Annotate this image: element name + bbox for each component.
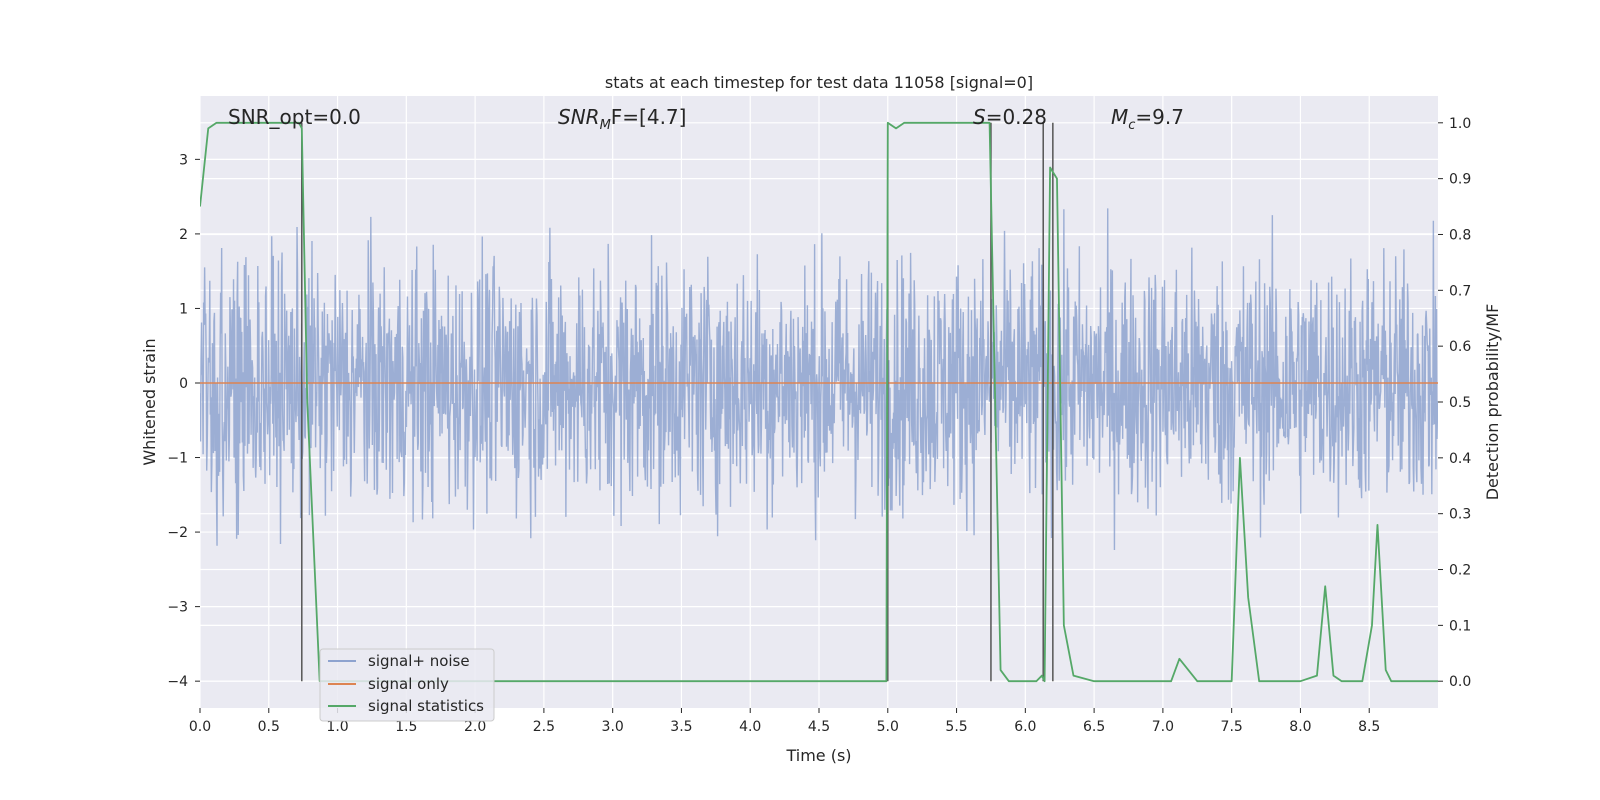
x-tick-label: 0.5	[258, 719, 280, 735]
x-tick-label: 2.0	[464, 719, 486, 735]
y2-tick-label: 0.2	[1449, 563, 1471, 579]
annotation-snr-opt: SNR_opt=0.0	[228, 105, 361, 129]
annotation-mc-base: M	[1111, 105, 1128, 129]
x-tick-label: 4.5	[808, 719, 830, 735]
y2-tick-label: 0.7	[1449, 283, 1471, 299]
y2-tick-label: 0.8	[1449, 227, 1471, 243]
y2-axis-label: Detection probability/MF	[1483, 304, 1502, 501]
x-tick-label: 4.0	[739, 719, 761, 735]
x-axis-label: Time (s)	[785, 746, 851, 765]
y2-tick-label: 0.5	[1449, 395, 1471, 411]
chart-title: stats at each timestep for test data 110…	[605, 73, 1033, 92]
x-tick-label: 5.5	[945, 719, 967, 735]
annotation-mc-value: =9.7	[1135, 105, 1184, 129]
y-tick-label: 2	[179, 227, 188, 243]
x-tick-label: 6.5	[1083, 719, 1105, 735]
legend-label-signal-statistics: signal statistics	[368, 697, 484, 715]
x-tick-label: 3.5	[670, 719, 692, 735]
x-tick-label: 0.0	[189, 719, 211, 735]
y2-tick-label: 0.0	[1449, 674, 1471, 690]
y2-tick-label: 1.0	[1449, 116, 1471, 132]
x-tick-label: 3.0	[602, 719, 624, 735]
x-tick-label: 1.5	[395, 719, 417, 735]
x-axis-ticks: 0.0 0.5 1.0 1.5 2.0 2.5 3.0 3.5 4.0 4.5 5.0 5.5 6.0 6…	[189, 708, 1380, 735]
annotation-snr-mf-sub: M	[600, 118, 611, 133]
x-tick-label: 8.0	[1289, 719, 1311, 735]
y-axis-ticks: 3 2 1 0 −1 −2 −3 −4	[167, 152, 200, 690]
annotation-s-symbol: S	[973, 105, 986, 129]
signal-noise-line	[200, 208, 1438, 551]
y2-tick-label: 0.6	[1449, 339, 1471, 355]
legend: signal+ noise signal only signal statist…	[319, 648, 495, 722]
y2-tick-label: 0.3	[1449, 507, 1471, 523]
x-tick-label: 1.0	[326, 719, 348, 735]
annotation-mc: Mc=9.7	[1111, 105, 1184, 133]
y-tick-label: 3	[179, 152, 188, 168]
x-tick-label: 8.5	[1358, 719, 1380, 735]
y-tick-label: −1	[167, 451, 188, 467]
x-tick-label: 7.5	[1221, 719, 1243, 735]
annotation-snr-mf-base: SNR	[558, 105, 600, 129]
legend-box	[319, 648, 495, 722]
x-tick-label: 2.5	[533, 719, 555, 735]
legend-label-signal-noise: signal+ noise	[368, 652, 470, 670]
annotation-snr-mf-rest: F=[4.7]	[611, 105, 687, 129]
x-tick-label: 7.0	[1152, 719, 1174, 735]
annotation-snr-mf: SNRMF=[4.7]	[558, 105, 686, 133]
annotation-s-value: =0.28	[986, 105, 1047, 129]
x-tick-label: 6.0	[1014, 719, 1036, 735]
y-tick-label: 1	[179, 301, 188, 317]
y2-tick-label: 0.9	[1449, 172, 1471, 188]
vertical-markers	[301, 122, 1054, 682]
y-tick-label: −3	[167, 600, 188, 616]
y2-axis-ticks: 1.0 0.9 0.8 0.7 0.6 0.5 0.4 0.3 0.2 0.1 0.0	[1438, 116, 1471, 690]
y2-tick-label: 0.4	[1449, 451, 1471, 467]
x-tick-label: 5.0	[877, 719, 899, 735]
y2-tick-label: 0.1	[1449, 618, 1471, 634]
y-axis-label: Whitened strain	[140, 338, 159, 465]
y-tick-label: −4	[167, 674, 188, 690]
legend-label-signal-only: signal only	[368, 675, 449, 693]
signal-noise-series	[200, 208, 1438, 551]
y-tick-label: 0	[179, 376, 188, 392]
annotation-s: S=0.28	[973, 105, 1047, 129]
annotation-mc-sub: c	[1128, 118, 1135, 133]
y-tick-label: −2	[167, 525, 188, 541]
